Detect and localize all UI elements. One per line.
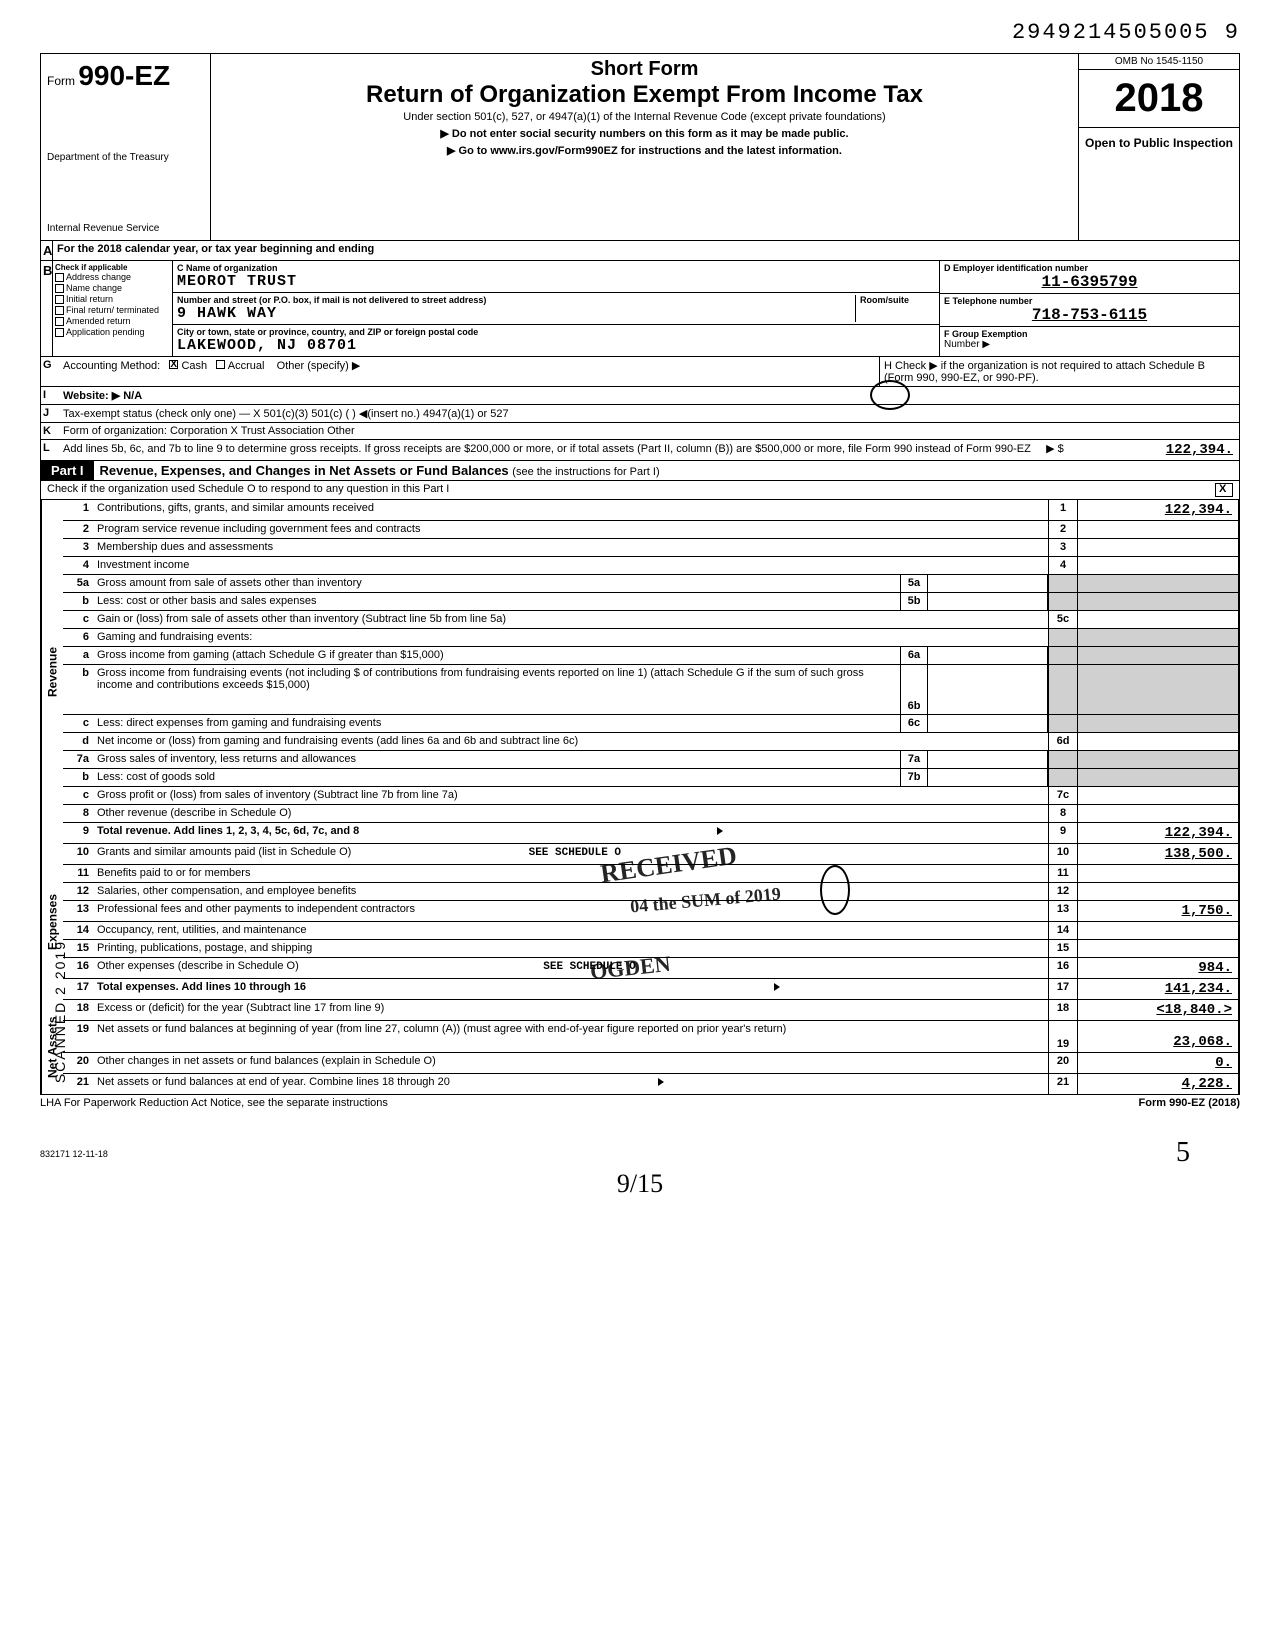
checkbox-cash[interactable] — [169, 360, 178, 369]
street-value: 9 HAWK WAY — [177, 305, 855, 322]
line-18-amount: <18,840.> — [1078, 1000, 1238, 1020]
org-name: MEOROT TRUST — [177, 273, 935, 290]
line-i-text: Website: ▶ N/A — [59, 387, 879, 404]
ssn-warning: ▶ Do not enter social security numbers o… — [221, 127, 1068, 140]
org-name-label: C Name of organization — [177, 263, 935, 273]
line-16-amount: 984. — [1078, 958, 1238, 978]
handwritten-5: 5 — [1176, 1137, 1190, 1169]
tax-year: 2018 — [1079, 70, 1239, 128]
line-h-text: H Check ▶ if the organization is not req… — [879, 357, 1239, 386]
omb-number: OMB No 1545-1150 — [1079, 54, 1239, 70]
irs-oval-stamp-icon — [820, 865, 850, 915]
line-a-text: For the 2018 calendar year, or tax year … — [53, 241, 1239, 260]
telephone-value: 718-753-6115 — [944, 306, 1235, 324]
group-exemption-number: Number ▶ — [944, 339, 1235, 350]
line-a-label: A — [41, 241, 53, 260]
dept-treasury: Department of the Treasury — [47, 152, 204, 163]
website-instruction: ▶ Go to www.irs.gov/Form990EZ for instru… — [221, 144, 1068, 157]
line-l-amount: 122,394. — [1079, 440, 1239, 460]
short-form-label: Short Form — [221, 58, 1068, 81]
line-i-label: I — [41, 387, 59, 404]
dept-irs: Internal Revenue Service — [47, 223, 204, 234]
page-control-number: 2949214505005 9 — [40, 20, 1240, 45]
line-l-text: Add lines 5b, 6c, and 7b to line 9 to de… — [59, 440, 1079, 460]
checkbox-address-change[interactable] — [55, 273, 64, 282]
line-10-amount: 138,500. — [1078, 844, 1238, 864]
checkbox-amended[interactable] — [55, 317, 64, 326]
code-section: Under section 501(c), 527, or 4947(a)(1)… — [221, 111, 1068, 123]
return-title: Return of Organization Exempt From Incom… — [221, 81, 1068, 109]
telephone-label: E Telephone number — [944, 296, 1235, 306]
line-j-label: J — [41, 405, 59, 422]
triangle-icon — [774, 983, 780, 991]
form-number: Form 990-EZ — [47, 60, 204, 92]
line-19-amount: 23,068. — [1078, 1021, 1238, 1052]
street-label: Number and street (or P.O. box, if mail … — [177, 295, 855, 305]
checkbox-column: Check if applicable Address change Name … — [53, 261, 173, 356]
checkbox-schedule-o[interactable] — [1215, 483, 1233, 497]
open-to-public: Open to Public Inspection — [1079, 128, 1239, 158]
revenue-section-label: Revenue — [41, 500, 63, 844]
ink-scribble-icon — [870, 380, 910, 410]
line-21-amount: 4,228. — [1078, 1074, 1238, 1094]
line-k-text: Form of organization: Corporation X Trus… — [59, 423, 1239, 439]
triangle-icon — [658, 1078, 664, 1086]
line-j-text: Tax-exempt status (check only one) — X 5… — [59, 405, 1239, 422]
checkbox-final-return[interactable] — [55, 306, 64, 315]
part1-title: Revenue, Expenses, and Changes in Net As… — [94, 461, 1239, 480]
city-value: LAKEWOOD, NJ 08701 — [177, 337, 935, 354]
lha-notice: LHA For Paperwork Reduction Act Notice, … — [40, 1097, 388, 1109]
scanned-stamp: SCANNED 2 2019 — [52, 940, 68, 1083]
ein-value: 11-6395799 — [944, 273, 1235, 291]
checkbox-accrual[interactable] — [216, 360, 225, 369]
line-1-amount: 122,394. — [1078, 500, 1238, 520]
part1-label: Part I — [41, 461, 94, 480]
line-g-label: G — [41, 357, 59, 386]
form-header: Form 990-EZ Department of the Treasury I… — [40, 53, 1240, 241]
room-label: Room/suite — [860, 295, 935, 305]
line-17-amount: 141,234. — [1078, 979, 1238, 999]
checkbox-application-pending[interactable] — [55, 328, 64, 337]
form-footer: Form 990-EZ (2018) — [1139, 1097, 1240, 1109]
group-exemption-label: F Group Exemption — [944, 329, 1235, 339]
ein-label: D Employer identification number — [944, 263, 1235, 273]
triangle-icon — [717, 827, 723, 835]
line-b-label: B — [41, 261, 53, 356]
handwritten-915: 9/15 — [40, 1169, 1240, 1199]
line-k-label: K — [41, 423, 59, 439]
line-13-amount: 1,750. — [1078, 901, 1238, 921]
checkbox-name-change[interactable] — [55, 284, 64, 293]
line-9-amount: 122,394. — [1078, 823, 1238, 843]
line-l-label: L — [41, 440, 59, 460]
city-label: City or town, state or province, country… — [177, 327, 935, 337]
line-20-amount: 0. — [1078, 1053, 1238, 1073]
schedule-o-check-text: Check if the organization used Schedule … — [47, 483, 449, 497]
line-g-text: Accounting Method: Cash Accrual Other (s… — [59, 357, 879, 386]
checkbox-initial-return[interactable] — [55, 295, 64, 304]
bottom-code: 832171 12-11-18 — [40, 1149, 1240, 1159]
